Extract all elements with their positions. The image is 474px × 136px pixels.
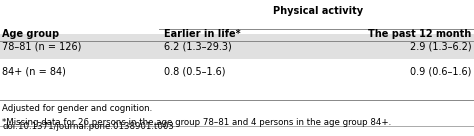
Text: 78–81 (n = 126): 78–81 (n = 126)	[2, 42, 82, 52]
Text: 6.2 (1.3–29.3): 6.2 (1.3–29.3)	[164, 42, 231, 52]
Text: 0.9 (0.6–1.6): 0.9 (0.6–1.6)	[410, 67, 472, 77]
Text: 0.8 (0.5–1.6): 0.8 (0.5–1.6)	[164, 67, 225, 77]
Text: doi:10.1371/journal.pone.0138901.t003: doi:10.1371/journal.pone.0138901.t003	[2, 122, 174, 131]
Text: The past 12 month: The past 12 month	[368, 29, 472, 39]
Text: Physical activity: Physical activity	[273, 6, 363, 16]
Text: *Missing data for 26 persons in the age group 78–81 and 4 persons in the age gro: *Missing data for 26 persons in the age …	[2, 118, 392, 127]
Text: Earlier in life*: Earlier in life*	[164, 29, 240, 39]
Text: 84+ (n = 84): 84+ (n = 84)	[2, 67, 66, 77]
Bar	[0, 34, 474, 59]
Text: Age group: Age group	[2, 29, 60, 39]
Text: Adjusted for gender and cognition.: Adjusted for gender and cognition.	[2, 104, 153, 113]
Text: 2.9 (1.3–6.2): 2.9 (1.3–6.2)	[410, 42, 472, 52]
